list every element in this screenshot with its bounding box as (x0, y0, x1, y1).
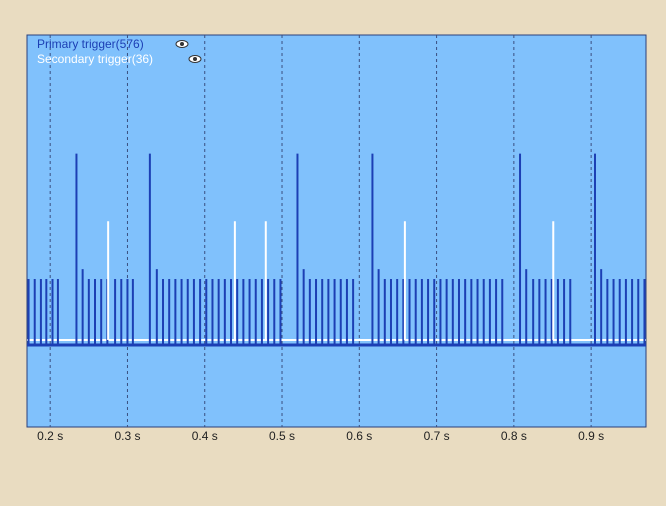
x-tick-label: 0.2 s (37, 429, 63, 443)
visibility-icon[interactable] (188, 55, 202, 63)
x-tick-label: 0.8 s (501, 429, 527, 443)
x-tick-label: 0.9 s (578, 429, 604, 443)
legend-entry[interactable]: Secondary trigger(36) (37, 52, 153, 66)
x-tick-label: 0.6 s (346, 429, 372, 443)
x-tick-label: 0.3 s (114, 429, 140, 443)
x-tick-label: 0.7 s (424, 429, 450, 443)
legend-entry[interactable]: Primary trigger(576) (37, 37, 144, 51)
x-tick-label: 0.5 s (269, 429, 295, 443)
plot-area (26, 34, 647, 428)
visibility-icon[interactable] (175, 40, 189, 48)
x-tick-label: 0.4 s (192, 429, 218, 443)
